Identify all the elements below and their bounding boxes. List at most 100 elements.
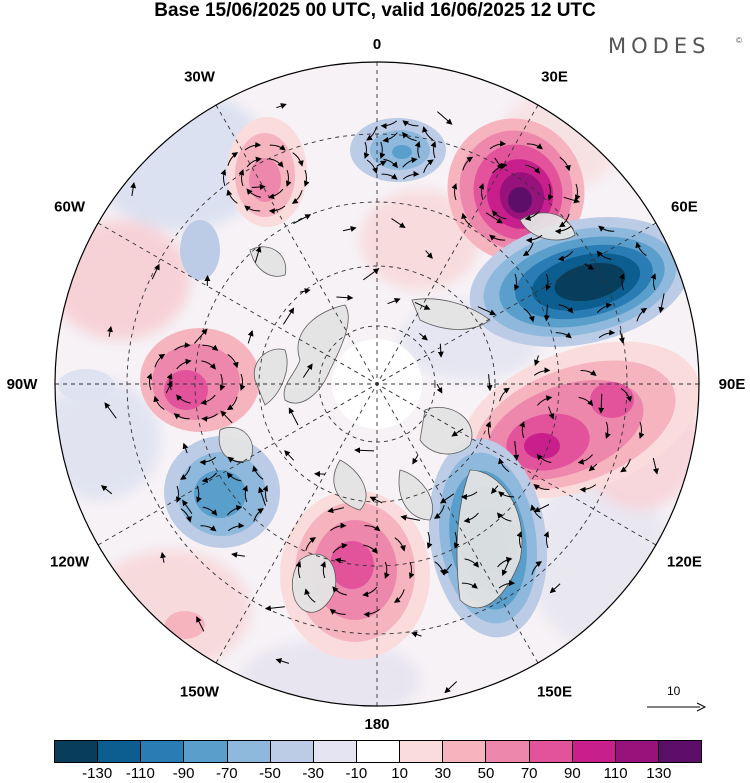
wind-arrow [437,343,444,358]
wind-arrow [530,504,542,519]
wind-arrow [513,273,520,291]
wind-arrow [525,234,543,244]
wind-arrow [426,531,433,549]
wind-arrow [384,561,390,579]
wind-arrow [379,141,386,159]
longitude-label: 60W [54,199,86,216]
wind-arrow [332,586,347,596]
wind-arrow [146,373,153,391]
wind-arrow [366,159,378,174]
wind-arrow [618,273,625,291]
colorbar-tick-label: -110 [125,765,155,782]
wind-arrow [402,157,418,168]
colorbar-tick-label: -70 [215,765,238,782]
wind-arrow [252,465,264,480]
wind-arrow [524,210,540,222]
wind-arrow [547,183,554,201]
wind-arrow [174,342,191,351]
wind-arrow [107,325,113,337]
wind-arrow [477,306,497,316]
wind-arrow [652,457,659,475]
wind-arrow [658,293,665,314]
longitude-label: 30W [184,69,216,86]
colorbar-tick-label: 90 [564,765,581,782]
anomaly-patch [180,220,220,280]
map-title: Base 15/06/2025 00 UTC, valid 16/06/2025… [154,0,596,21]
wind-arrow [262,485,269,503]
wind-arrow [596,302,613,314]
wind-arrow [219,373,226,391]
wind-arrow [489,140,507,150]
wind-arrow [439,493,455,504]
longitude-label: 150E [537,683,572,700]
wind-arrow [226,396,238,411]
wind-arrow [239,373,246,391]
wind-arrow [557,250,574,262]
wind-arrow [258,486,266,506]
wind-arrow [559,156,571,172]
longitude-label: 150W [180,683,220,700]
wind-arrow [618,329,625,344]
anomaly-centre-negative-180 [350,118,446,182]
wind-arrow [284,450,295,461]
wind-arrow [275,658,290,664]
wind-arrow [254,246,262,263]
colorbar-swatch [55,741,99,762]
wind-arrow [522,242,534,257]
wind-arrow [330,522,347,531]
wind-arrow [336,294,354,301]
wind-arrow [598,225,615,232]
copyright-mark: © [736,36,742,45]
longitude-label: 120E [667,554,702,571]
map-border [54,61,700,707]
anomaly-centre-negative-55w [164,436,280,548]
wind-arrow [253,508,264,522]
wind-arrow [584,263,595,270]
colorbar-swatch [141,741,185,762]
longitude-labels: 180 150W 150E 120W 120E 90W 90E 60W 60E 30W 30E 0 [7,36,746,733]
wind-arrow [436,383,443,394]
wind-arrow [598,329,616,339]
wind-arrow [363,268,380,281]
colorbar-tick-label: -90 [172,765,195,782]
colorbar-tick-label: -130 [82,765,113,782]
wind-arrow [402,170,420,180]
wind-arrow [554,225,572,235]
longitude-label: 120W [50,554,90,571]
wind-arrow [496,512,512,522]
colorbar [54,740,702,763]
wind-arrow [176,358,192,370]
wind-arrow [558,304,574,314]
wind-arrow [548,406,555,420]
wind-arrow [533,504,550,513]
wind-arrow [334,557,346,564]
wind-arrow [442,563,452,576]
colorbar-swatch [658,741,702,762]
anomaly-centre-positive-150w [227,117,307,227]
wind-arrow [199,456,217,466]
colorbar-ticks: -130 -110 -90 -70 -50 -30 -10 10 30 50 70 90 110 130 [54,765,702,783]
wind-arrow [201,413,218,422]
wind-arrow [533,483,550,491]
wind-arrow [303,169,310,187]
wind-arrow [180,508,192,523]
wind-arrow [194,328,208,344]
wind-arrow [412,454,419,465]
longitude-label: 60E [671,199,698,216]
wind-arrow [425,250,433,259]
wind-arrow [227,504,243,516]
wind-arrow [305,537,317,551]
vector-scale-arrow [647,702,707,712]
wind-arrow [173,413,190,420]
wind-arrow [620,387,632,403]
wind-arrow [196,616,205,632]
wind-arrow [196,485,202,503]
wind-arrow [180,466,191,480]
wind-arrow [490,485,499,494]
wind-arrow [268,205,286,215]
wind-arrow [555,332,572,339]
wind-arrow [292,152,304,167]
wind-arrow [588,463,598,472]
wind-arrow [525,164,541,174]
wind-arrow [494,157,503,170]
